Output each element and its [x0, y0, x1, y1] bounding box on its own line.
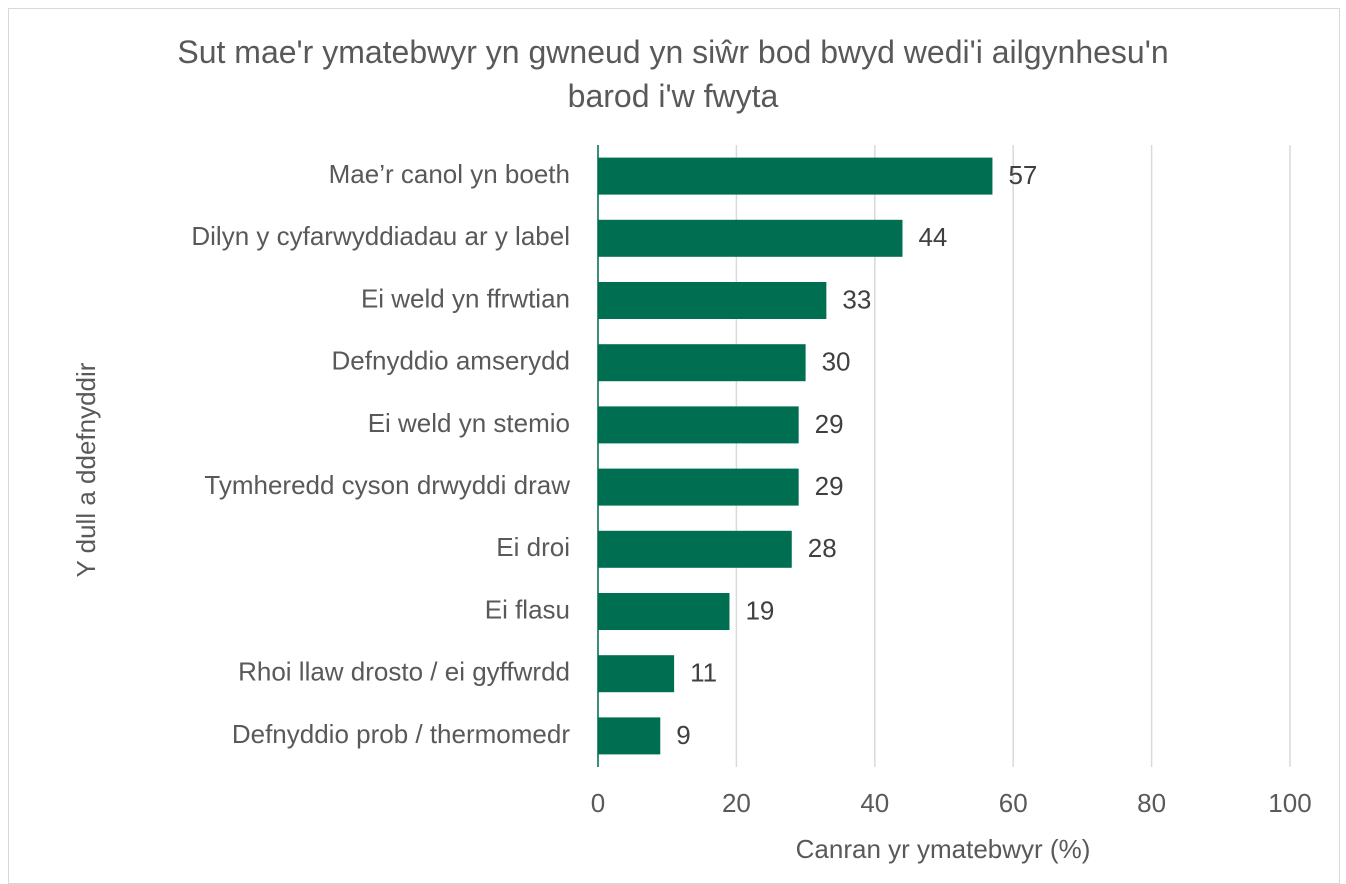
- chart-title: Sut mae'r ymatebwyr yn gwneud yn siŵr bo…: [177, 34, 1169, 114]
- bar: [598, 468, 799, 506]
- bar: [598, 344, 806, 382]
- y-tick-label: Ei weld yn ffrwtian: [361, 283, 570, 313]
- y-tick-label: Defnyddio prob / thermomedr: [232, 719, 571, 749]
- y-tick-label: Defnyddio amserydd: [332, 346, 570, 376]
- value-label: 9: [676, 720, 690, 750]
- bar: [598, 655, 675, 693]
- y-axis-title: Y dull a ddefnyddir: [71, 362, 101, 577]
- bar: [598, 406, 799, 444]
- x-tick-label: 20: [722, 788, 751, 818]
- value-label: 44: [918, 222, 947, 252]
- y-tick-label: Ei weld yn stemio: [368, 408, 570, 438]
- y-tick-label: Tymheredd cyson drwyddi draw: [204, 470, 570, 500]
- bar: [598, 530, 792, 568]
- x-axis-title: Canran yr ymatebwyr (%): [796, 834, 1091, 864]
- y-tick-label: Mae’r canol yn boeth: [329, 159, 570, 189]
- y-tick-label: Ei droi: [496, 532, 570, 562]
- value-label: 19: [745, 595, 774, 625]
- value-label: 57: [1008, 160, 1037, 190]
- value-label: 11: [690, 658, 717, 688]
- value-label: 33: [842, 284, 871, 314]
- x-tick-label: 60: [999, 788, 1028, 818]
- bar: [598, 157, 993, 195]
- x-tick-label: 100: [1268, 788, 1311, 818]
- x-tick-label: 0: [591, 788, 605, 818]
- bar: [598, 219, 903, 257]
- y-tick-label: Dilyn y cyfarwyddiadau ar y label: [191, 221, 570, 251]
- value-label: 29: [815, 471, 844, 501]
- y-tick-label: Rhoi llaw drosto / ei gyffwrdd: [238, 657, 570, 687]
- bar: [598, 593, 730, 630]
- chart-frame: [8, 8, 1340, 884]
- bar: [598, 282, 827, 319]
- value-label: 29: [815, 409, 844, 439]
- x-tick-label: 80: [1137, 788, 1166, 818]
- value-label: 28: [808, 533, 837, 563]
- bar: [598, 717, 661, 755]
- x-tick-label: 40: [860, 788, 889, 818]
- y-tick-label: Ei flasu: [485, 594, 570, 624]
- value-label: 30: [822, 347, 851, 377]
